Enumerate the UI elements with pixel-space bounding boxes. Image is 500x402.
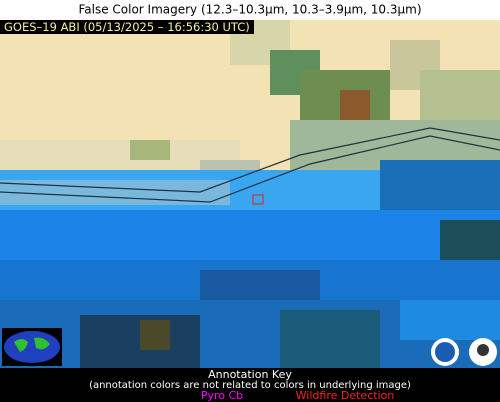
overlay-box [0, 20, 254, 34]
globe-logo [2, 328, 62, 366]
cimss-logo [469, 338, 497, 366]
noaa-logo [431, 338, 459, 366]
overlay-label: GOES–19 ABI (05/13/2025 – 16:56:30 UTC) [4, 20, 250, 34]
satellite-image [0, 20, 500, 368]
key-item: Wildfire Detection [296, 389, 395, 402]
title: False Color Imagery (12.3–10.3µm, 10.3–3… [78, 3, 421, 17]
key-item: Pyro Cb [201, 389, 243, 402]
title-bar [0, 0, 500, 20]
key-note: (annotation colors are not related to co… [89, 380, 411, 391]
key-panel [0, 368, 500, 402]
key-title: Annotation Key [208, 368, 292, 381]
